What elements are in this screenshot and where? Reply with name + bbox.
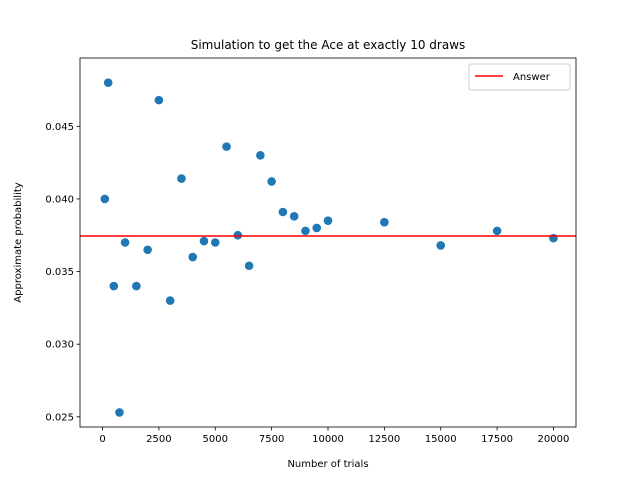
scatter-point xyxy=(244,261,254,271)
x-tick-label: 15000 xyxy=(425,434,457,445)
scatter-point xyxy=(188,252,198,262)
scatter-point xyxy=(143,245,152,255)
scatter-point xyxy=(177,174,186,183)
scatter-point xyxy=(380,217,389,227)
x-tick-label: 10000 xyxy=(312,434,344,445)
x-tick-label: 20000 xyxy=(538,434,570,445)
scatter-point xyxy=(267,177,276,186)
x-tick-label: 7500 xyxy=(259,434,284,445)
x-tick-label: 12500 xyxy=(368,434,400,445)
scatter-point xyxy=(549,233,558,243)
y-tick-label: 0.045 xyxy=(45,122,74,133)
chart-title: Simulation to get the Ace at exactly 10 … xyxy=(191,38,466,52)
scatter-point xyxy=(120,238,130,247)
scatter-point xyxy=(323,216,333,226)
scatter-point xyxy=(256,151,265,160)
x-axis-label: Number of trials xyxy=(287,459,368,470)
scatter-point xyxy=(109,281,119,291)
scatter-point xyxy=(436,241,446,250)
scatter-point xyxy=(301,226,310,236)
scatter-point xyxy=(210,238,220,247)
scatter-point xyxy=(100,194,110,204)
scatter-point xyxy=(132,281,141,291)
y-tick-label: 0.025 xyxy=(45,412,74,423)
y-tick-label: 0.035 xyxy=(45,267,74,278)
scatter-point xyxy=(312,223,322,233)
ticks-layer: 0 2500 5000 7500 10000 12500 15000 17500 20000 0.… xyxy=(45,122,569,445)
scatter-point xyxy=(165,296,175,305)
y-tick-label: 0.040 xyxy=(45,194,74,205)
scatter-point xyxy=(289,212,299,221)
x-tick-label: 5000 xyxy=(203,434,228,445)
scatter-point xyxy=(278,207,288,217)
legend-box xyxy=(468,63,571,91)
legend: Answer xyxy=(468,63,571,91)
x-tick-label: 17500 xyxy=(481,434,513,445)
x-tick-label: 2500 xyxy=(146,434,171,445)
x-tick-label: 0 xyxy=(99,434,105,445)
y-axis-label: Approximate probability xyxy=(13,182,24,302)
scatter-point xyxy=(222,142,231,151)
scatter-point xyxy=(103,78,113,87)
y-tick-label: 0.030 xyxy=(45,340,74,351)
scatter-point xyxy=(199,236,209,246)
scatter-point xyxy=(115,408,124,417)
scatter-point xyxy=(492,226,502,236)
plot-frame xyxy=(79,57,577,428)
scatter-point xyxy=(154,95,164,105)
legend-answer-label: Answer xyxy=(513,72,551,83)
